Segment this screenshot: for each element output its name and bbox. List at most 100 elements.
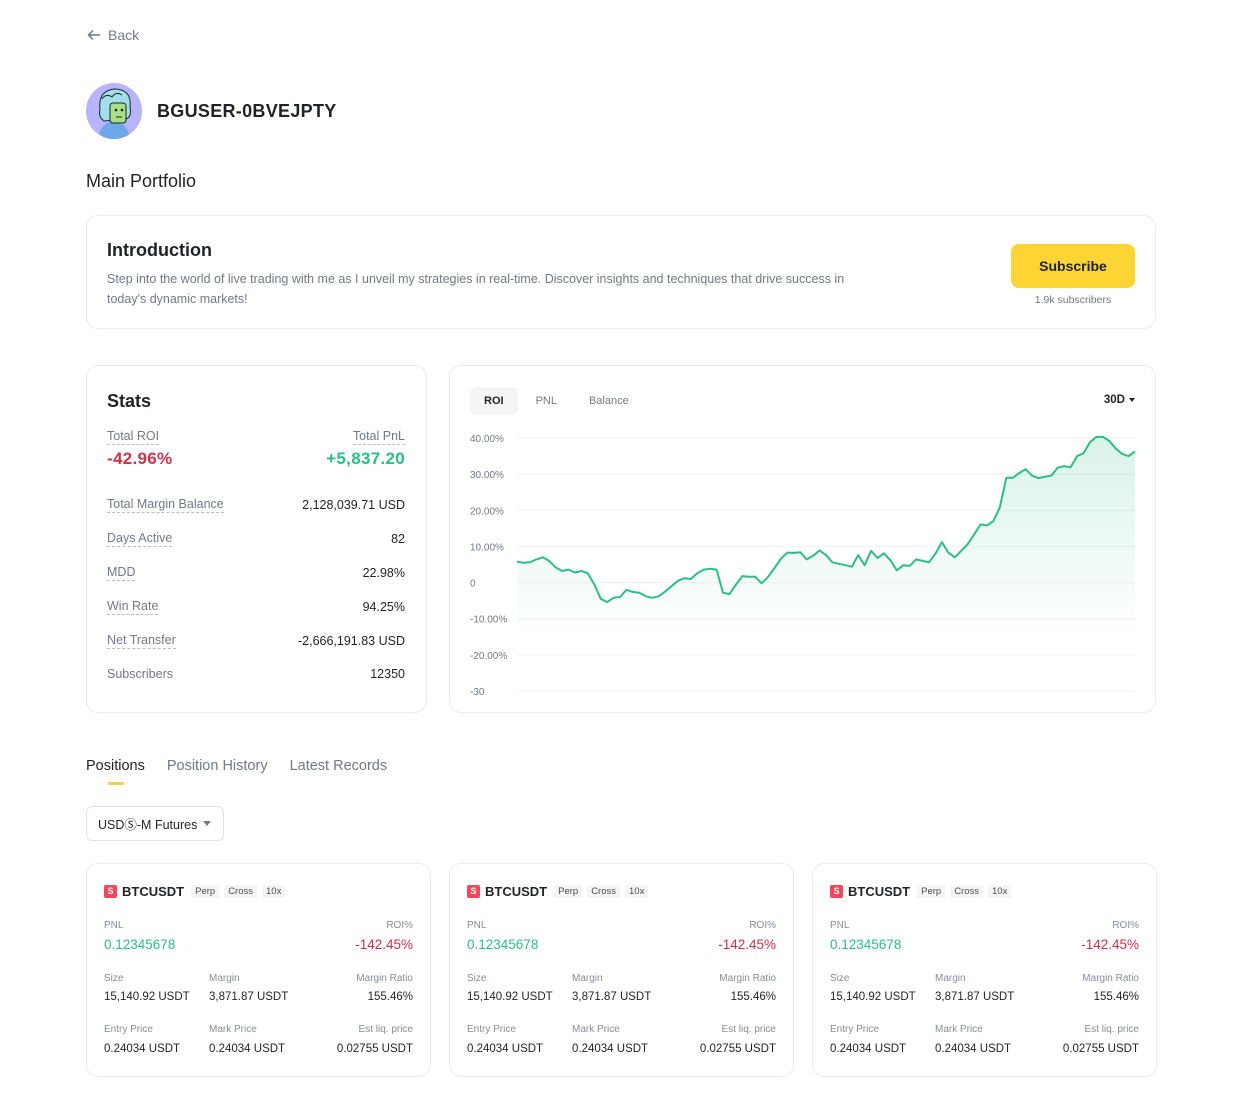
pnl-label: PNL [104, 920, 124, 931]
margin-value: 3,871.87 USDT [935, 991, 1015, 1003]
mark-price-label: Mark Price [209, 1024, 257, 1035]
tab-balance[interactable]: Balance [588, 395, 629, 407]
tab-positions[interactable]: Positions [86, 758, 145, 785]
mark-price-value: 0.24034 USDT [209, 1043, 286, 1055]
entry-price-value: 0.24034 USDT [830, 1043, 907, 1055]
period-select[interactable]: 30D [1104, 394, 1135, 406]
stat-label[interactable]: Days Active [107, 531, 173, 547]
mark-price-value: 0.24034 USDT [935, 1043, 1012, 1055]
stat-value: 2,128,039.71 USD [302, 498, 405, 512]
y-tick-label: 0 [470, 579, 476, 590]
margin-ratio-value: 155.46% [1093, 991, 1139, 1003]
back-label: Back [108, 27, 140, 43]
position-header: S BTCUSDT Perp Cross 10x [104, 884, 286, 899]
y-tick-label: -10.00% [470, 615, 507, 626]
chart-tabs: ROI PNL Balance [470, 387, 643, 415]
roi-value: -142.45% [355, 937, 413, 952]
pnl-value: 0.12345678 [467, 937, 539, 952]
period-label: 30D [1103, 394, 1125, 406]
margin-value: 3,871.87 USDT [572, 991, 652, 1003]
positions-tabs: Positions Position History Latest Record… [86, 758, 388, 785]
tag-leverage: 10x [988, 885, 1012, 898]
stats-card: Stats Total ROI -42.96% Total PnL +5,837… [86, 365, 427, 713]
short-badge: S [830, 885, 843, 898]
size-label: Size [830, 973, 850, 984]
roi-line [516, 435, 1136, 604]
total-roi-label[interactable]: Total ROI [107, 429, 160, 445]
margin-label: Margin [209, 973, 240, 984]
futures-type-select[interactable]: USDⓈ-M Futures [86, 806, 224, 841]
margin-label: Margin [935, 973, 966, 984]
tag-margin-mode: Cross [224, 885, 257, 898]
margin-value: 3,871.87 USDT [209, 991, 289, 1003]
roi-value: -142.45% [718, 937, 776, 952]
tag-leverage: 10x [625, 885, 649, 898]
y-tick-label: 30.00% [470, 470, 504, 481]
y-tick-label: -30 [470, 687, 485, 698]
position-header: S BTCUSDT Perp Cross 10x [830, 884, 1012, 899]
introduction-card: Introduction Step into the world of live… [86, 215, 1156, 329]
mark-price-label: Mark Price [572, 1024, 620, 1035]
short-badge: S [104, 885, 117, 898]
position-symbol: BTCUSDT [848, 884, 911, 899]
stats-title: Stats [107, 391, 152, 411]
roi-label: ROI% [749, 920, 776, 931]
stat-label[interactable]: Win Rate [107, 599, 159, 615]
size-label: Size [104, 973, 124, 984]
entry-price-value: 0.24034 USDT [104, 1043, 181, 1055]
position-card[interactable]: S BTCUSDT Perp Cross 10x PNL 0.12345678 … [86, 863, 431, 1077]
liq-price-value: 0.02755 USDT [1062, 1043, 1139, 1055]
arrow-left-icon [87, 29, 100, 41]
subscribe-button[interactable]: Subscribe [1011, 244, 1135, 288]
stat-row-win-rate: Win Rate 94.25% [107, 599, 405, 615]
back-button[interactable]: Back [86, 27, 139, 43]
liq-price-label: Est liq. price [358, 1024, 413, 1035]
stat-row-net-transfer: Net Transfer -2,666,191.83 USD [107, 633, 405, 649]
short-badge: S [467, 885, 480, 898]
liq-price-label: Est liq. price [721, 1024, 776, 1035]
margin-ratio-value: 155.46% [730, 991, 776, 1003]
portfolio-title: Main Portfolio [86, 171, 197, 191]
stat-row-mdd: MDD 22.98% [107, 565, 405, 581]
total-pnl-value: +5,837.20 [326, 449, 405, 468]
stat-value: 12350 [370, 667, 405, 681]
tab-pnl[interactable]: PNL [535, 395, 557, 407]
tag-perp: Perp [917, 885, 946, 898]
position-card[interactable]: S BTCUSDT Perp Cross 10x PNL 0.12345678 … [812, 863, 1157, 1077]
roi-area [517, 436, 1135, 637]
stat-label[interactable]: Net Transfer [107, 633, 176, 649]
total-roi: Total ROI -42.96% [107, 429, 172, 469]
margin-ratio-label: Margin Ratio [1082, 973, 1139, 984]
tab-position-history[interactable]: Position History [166, 758, 268, 774]
total-roi-value: -42.96% [107, 449, 173, 468]
roi-chart-card: 40.00% 30.00% 20.00% 10.00% 0 -10.00% -20.00% -… [449, 365, 1156, 713]
tab-latest-records[interactable]: Latest Records [289, 758, 388, 774]
entry-price-label: Entry Price [104, 1024, 153, 1035]
futures-type-label: USDⓈ-M Futures [98, 818, 198, 832]
roi-value: -142.45% [1081, 937, 1139, 952]
stat-row-margin-balance: Total Margin Balance 2,128,039.71 USD [107, 497, 405, 513]
roi-label: ROI% [1112, 920, 1139, 931]
y-tick-label: 20.00% [470, 506, 504, 517]
stat-label[interactable]: Total Margin Balance [107, 497, 224, 513]
stat-label: Subscribers [107, 667, 173, 681]
stat-row-days-active: Days Active 82 [107, 531, 405, 547]
size-value: 15,140.92 USDT [467, 991, 553, 1003]
total-pnl-label[interactable]: Total PnL [352, 429, 405, 445]
stat-label[interactable]: MDD [107, 565, 136, 581]
y-tick-label: 10.00% [470, 542, 504, 553]
position-symbol: BTCUSDT [122, 884, 185, 899]
tag-leverage: 10x [262, 885, 286, 898]
total-pnl: Total PnL +5,837.20 [326, 429, 405, 469]
avatar [86, 83, 142, 139]
introduction-text: Step into the world of live trading with… [107, 272, 845, 306]
stat-value: 82 [391, 532, 405, 546]
caret-down-icon [1129, 398, 1135, 402]
entry-price-label: Entry Price [467, 1024, 516, 1035]
tag-margin-mode: Cross [950, 885, 983, 898]
username: BGUSER-0BVEJPTY [157, 100, 337, 121]
position-card[interactable]: S BTCUSDT Perp Cross 10x PNL 0.12345678 … [449, 863, 794, 1077]
entry-price-label: Entry Price [830, 1024, 879, 1035]
tab-roi[interactable]: ROI [470, 387, 518, 415]
position-header: S BTCUSDT Perp Cross 10x [467, 884, 649, 899]
